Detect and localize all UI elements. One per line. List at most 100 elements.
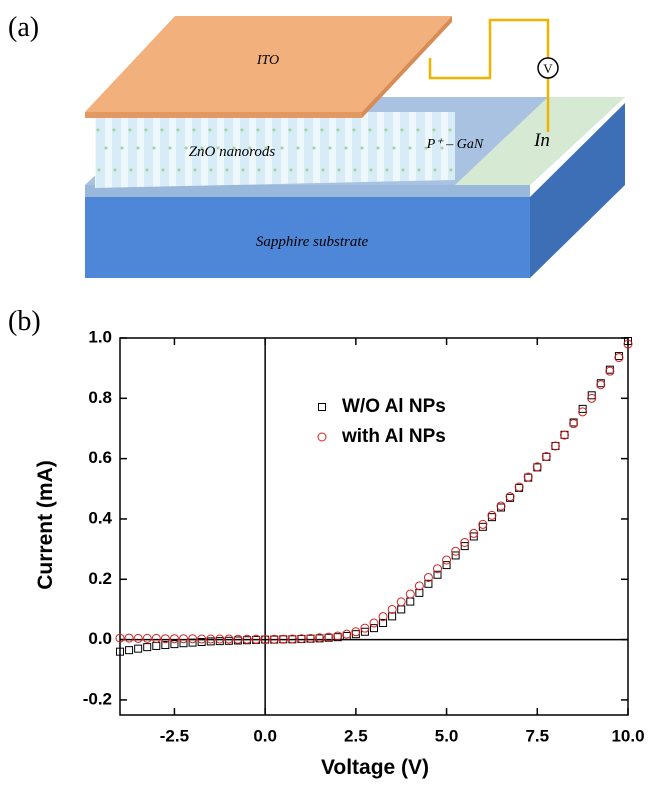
marker — [161, 641, 170, 650]
x-tick-label: 2.5 — [344, 726, 368, 745]
marker — [324, 632, 334, 642]
marker — [460, 542, 469, 551]
marker — [351, 627, 361, 637]
marker — [397, 605, 406, 614]
marker — [578, 404, 587, 413]
marker — [188, 634, 198, 644]
marker — [315, 633, 325, 643]
marker — [333, 631, 343, 641]
nanorods-label: ZnO nanorods — [189, 144, 276, 160]
marker — [134, 644, 143, 653]
ito-side — [362, 16, 452, 118]
marker — [514, 482, 524, 492]
marker — [460, 537, 470, 547]
marker — [551, 441, 560, 450]
marker — [469, 532, 478, 541]
marker — [451, 551, 460, 560]
marker — [169, 634, 179, 644]
marker — [197, 634, 207, 644]
panel-label: (a) — [8, 12, 39, 43]
ito-top — [85, 16, 452, 112]
marker — [124, 633, 134, 643]
x-tick-label: 5.0 — [435, 726, 459, 745]
marker — [387, 604, 397, 614]
marker — [442, 561, 451, 570]
marker — [215, 637, 224, 646]
marker — [116, 647, 124, 656]
x-tick-label: 7.5 — [525, 726, 549, 745]
marker — [379, 619, 388, 628]
y-tick-label: 0.4 — [88, 508, 112, 527]
gan-label: P⁺ – GaN — [426, 137, 484, 152]
marker — [317, 432, 327, 442]
marker — [451, 546, 461, 556]
marker — [151, 633, 161, 643]
substrate-front — [85, 197, 530, 278]
marker — [206, 634, 216, 644]
substrate-side — [530, 103, 625, 278]
marker — [414, 581, 424, 591]
x-axis-label: Voltage (V) — [321, 756, 429, 779]
marker — [433, 570, 442, 579]
marker — [424, 579, 433, 588]
marker — [596, 380, 606, 390]
device-diagram: V ITO ZnO nanorods P⁺ – GaN In Sapphire … — [85, 16, 625, 278]
marker — [251, 634, 261, 644]
marker — [143, 643, 152, 652]
marker — [360, 627, 369, 636]
indium-pad — [455, 97, 625, 185]
marker — [133, 633, 143, 643]
ito-label: ITO — [256, 53, 279, 68]
marker — [532, 462, 542, 472]
y-tick-label: 0.6 — [88, 448, 112, 467]
marker — [405, 589, 415, 599]
marker — [278, 634, 288, 644]
marker — [505, 492, 515, 502]
marker — [614, 353, 624, 363]
ito-edge — [85, 112, 362, 118]
marker — [306, 633, 315, 643]
marker — [469, 528, 479, 538]
plot-frame — [119, 337, 629, 716]
marker — [623, 339, 633, 349]
marker — [351, 630, 360, 639]
marker — [242, 634, 252, 644]
marker — [215, 634, 225, 644]
marker — [370, 624, 378, 633]
marker — [624, 337, 632, 346]
x-tick-label: 10.0 — [611, 726, 644, 745]
marker — [224, 634, 234, 644]
marker — [318, 403, 326, 411]
marker — [125, 646, 134, 655]
marker — [197, 638, 206, 647]
marker — [360, 623, 370, 633]
substrate-label: Sapphire substrate — [256, 234, 369, 250]
legend-label: W/O Al NPs — [342, 396, 446, 417]
x-tick-label: 0.0 — [253, 726, 277, 745]
marker — [342, 629, 352, 639]
gan-front — [85, 185, 530, 197]
y-tick-label: 1.0 — [88, 327, 112, 346]
marker — [578, 407, 588, 417]
marker — [523, 472, 533, 482]
marker — [587, 391, 596, 400]
marker — [179, 639, 188, 648]
y-tick-label: 0.8 — [88, 388, 112, 407]
y-tick-label: 0.0 — [88, 629, 112, 648]
marker — [541, 452, 551, 462]
x-tick-label: -2.5 — [160, 726, 189, 745]
legend-label: with Al NPs — [341, 426, 446, 447]
marker — [152, 641, 161, 650]
y-axis-label: Current (mA) — [34, 460, 57, 590]
iv-chart: Voltage (V) Current (mA) -2.5 0.0 2.5 5.0 7.… — [34, 327, 645, 779]
marker — [442, 555, 452, 565]
marker — [550, 441, 560, 451]
marker — [406, 597, 415, 606]
marker — [170, 640, 179, 649]
panel-label: (b) — [8, 306, 41, 337]
marker — [388, 612, 397, 621]
marker — [142, 633, 152, 643]
marker — [233, 634, 243, 644]
marker — [188, 638, 197, 647]
